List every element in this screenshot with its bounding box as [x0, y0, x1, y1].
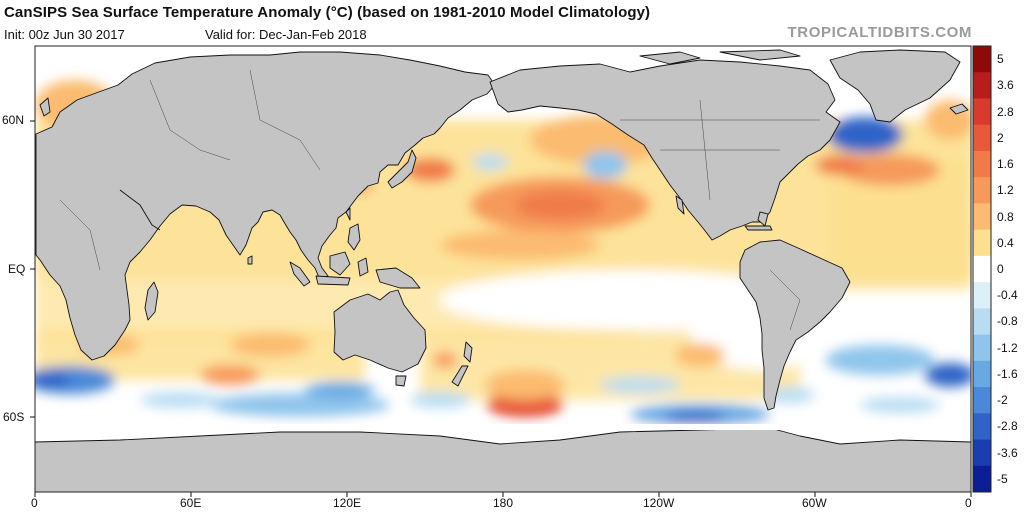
- lon-label-120e: 120E: [333, 496, 362, 510]
- colorbar-swatch: [973, 387, 991, 414]
- colorbar-tick-label: -5: [997, 471, 1008, 486]
- colorbar-swatch: [973, 334, 991, 362]
- political-borders: [59, 69, 820, 331]
- colorbar-swatch: [973, 308, 991, 335]
- colorbar-tick-label: 2.8: [997, 104, 1014, 119]
- axis-ticks: [30, 120, 972, 497]
- colorbar-swatch: [973, 203, 991, 230]
- colorbar-swatch: [973, 465, 991, 493]
- colorbar-swatch: [973, 72, 991, 99]
- colorbar-swatch: [973, 150, 991, 178]
- colorbar-swatch: [973, 255, 991, 283]
- colorbar-tick-label: 5: [997, 52, 1004, 67]
- valid-period: Valid for: Dec-Jan-Feb 2018: [205, 27, 367, 42]
- land-masses: [35, 49, 971, 492]
- colorbar-frame: [972, 45, 992, 493]
- lat-label-eq: EQ: [8, 262, 26, 276]
- colorbar-swatch: [973, 282, 991, 309]
- colorbar-tick-label: -3.6: [997, 445, 1018, 460]
- colorbar-tick-label: -0.4: [997, 288, 1018, 303]
- colorbar-tick-label: -2: [997, 393, 1008, 408]
- colorbar-tick-label: 2: [997, 130, 1004, 145]
- colorbar-tick-label: 3.6: [997, 78, 1014, 93]
- colorbar-swatch: [973, 413, 991, 440]
- colorbar-tick-label: 1.6: [997, 157, 1014, 172]
- brand-watermark: TROPICALTIDBITS.COM: [787, 24, 972, 41]
- lat-label-60s: 60S: [3, 410, 25, 424]
- colorbar-tick-label: -1.6: [997, 366, 1018, 381]
- colorbar-swatch: [973, 46, 991, 73]
- colorbar-tick-label: 0.4: [997, 235, 1014, 250]
- colorbar-swatch: [973, 98, 991, 126]
- lon-label-60w: 60W: [802, 496, 827, 510]
- lon-label-0-right: 0: [965, 496, 972, 510]
- colorbar-tick-label: 0.8: [997, 209, 1014, 224]
- colorbar-tick-label: -0.8: [997, 314, 1018, 329]
- colorbar-swatch: [973, 229, 991, 257]
- lon-label-180: 180: [493, 496, 514, 510]
- lat-label-60n: 60N: [2, 113, 25, 127]
- colorbar-tick-label: 1.2: [997, 183, 1014, 198]
- colorbar-swatch: [973, 360, 991, 388]
- colorbar-swatch: [973, 177, 991, 204]
- colorbar-tick-label: 0: [997, 262, 1004, 276]
- colorbar-swatch: [973, 439, 991, 467]
- colorbar: [972, 45, 992, 493]
- no-data-band: [35, 424, 971, 430]
- lon-label-0-left: 0: [31, 496, 38, 510]
- colorbar-tick-label: -2.8: [997, 419, 1018, 434]
- colorbar-tick-label: -1.2: [997, 340, 1018, 355]
- lon-label-120w: 120W: [643, 496, 675, 510]
- lon-label-60e: 60E: [180, 496, 202, 510]
- chart-title: CanSIPS Sea Surface Temperature Anomaly …: [4, 4, 651, 21]
- init-time: Init: 00z Jun 30 2017: [4, 27, 125, 42]
- colorbar-swatch: [973, 124, 991, 152]
